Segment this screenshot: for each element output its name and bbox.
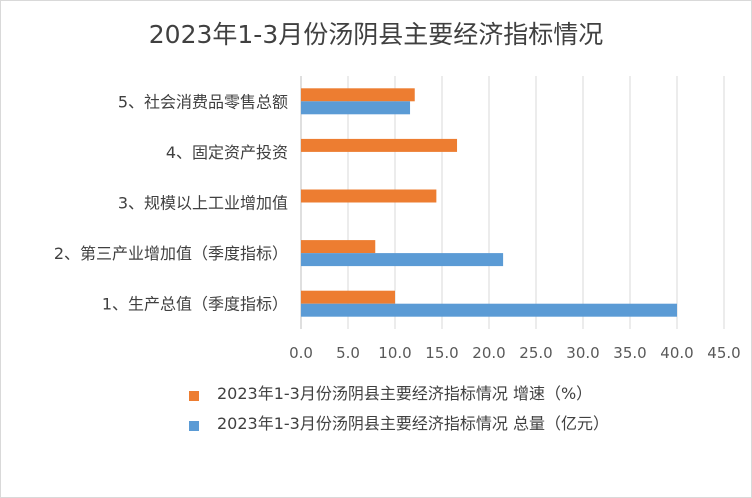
legend-label-growth: 2023年1-3月份汤阴县主要经济指标情况 增速（%） bbox=[217, 384, 593, 403]
category-label: 4、固定资产投资 bbox=[166, 143, 288, 162]
bar-growth bbox=[301, 189, 437, 203]
bar-growth bbox=[301, 290, 395, 304]
legend-label-total: 2023年1-3月份汤阴县主要经济指标情况 总量（亿元） bbox=[217, 414, 609, 433]
x-tick-label: 15.0 bbox=[425, 344, 458, 362]
legend-item-growth: 2023年1-3月份汤阴县主要经济指标情况 增速（%） bbox=[189, 383, 609, 405]
category-label: 1、生产总值（季度指标） bbox=[102, 295, 288, 314]
category-label: 3、规模以上工业增加值 bbox=[118, 194, 288, 213]
legend-item-total: 2023年1-3月份汤阴县主要经济指标情况 总量（亿元） bbox=[189, 413, 609, 435]
chart-title: 2023年1-3月份汤阴县主要经济指标情况 bbox=[148, 20, 604, 49]
category-label: 5、社会消费品零售总额 bbox=[118, 92, 288, 111]
x-tick-label: 20.0 bbox=[472, 344, 505, 362]
bar-growth bbox=[301, 88, 415, 102]
x-tick-label: 30.0 bbox=[566, 344, 599, 362]
bar-total bbox=[301, 101, 411, 115]
x-tick-label: 40.0 bbox=[660, 344, 693, 362]
x-tick-label: 35.0 bbox=[613, 344, 646, 362]
bar-growth bbox=[301, 240, 376, 254]
x-tick-label: 10.0 bbox=[378, 344, 411, 362]
bar-total bbox=[301, 303, 677, 317]
legend-swatch-growth bbox=[189, 391, 199, 401]
x-tick-label: 45.0 bbox=[707, 344, 740, 362]
x-tick-label: 0.0 bbox=[289, 344, 313, 362]
bar-growth bbox=[301, 138, 458, 152]
category-label: 2、第三产业增加值（季度指标） bbox=[54, 244, 288, 263]
legend-swatch-total bbox=[189, 421, 199, 431]
x-tick-label: 5.0 bbox=[336, 344, 360, 362]
chart-legend: 2023年1-3月份汤阴县主要经济指标情况 增速（%） 2023年1-3月份汤阴… bbox=[189, 383, 609, 435]
x-tick-label: 25.0 bbox=[519, 344, 552, 362]
bar-total bbox=[301, 253, 504, 267]
